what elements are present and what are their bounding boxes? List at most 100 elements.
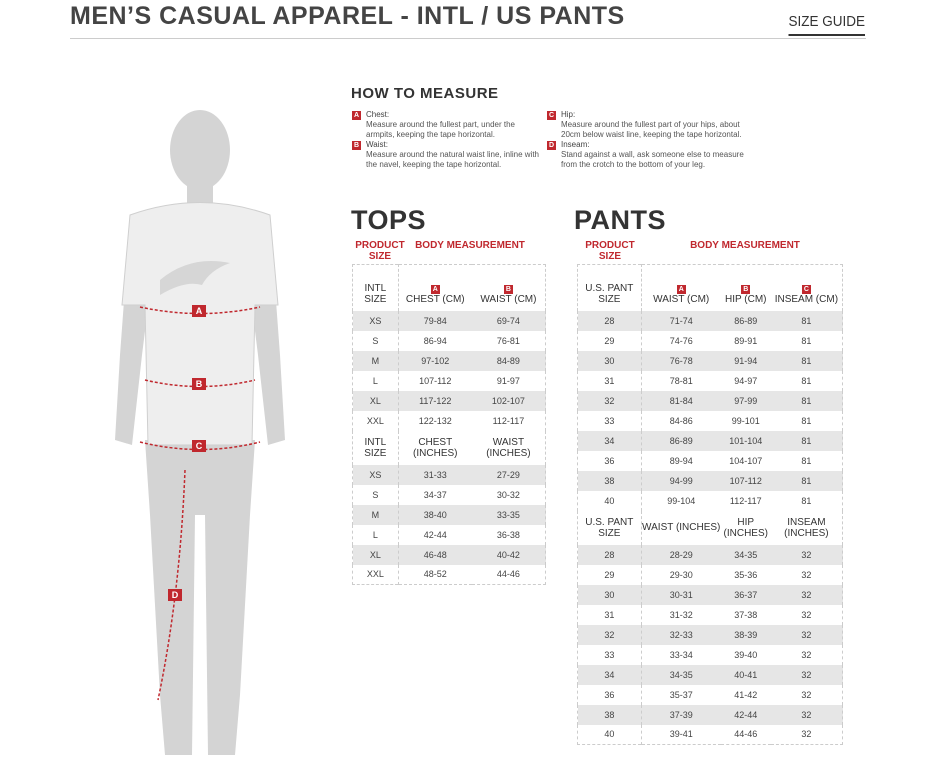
- table-cell: 89-91: [734, 335, 758, 346]
- table-cell: 81: [770, 390, 843, 411]
- table-cell: S: [352, 330, 399, 351]
- size-guide-label: SIZE GUIDE: [788, 13, 865, 36]
- table-cell: 33-34: [669, 649, 693, 660]
- table-cell: 32: [770, 704, 843, 725]
- table-row: 36 89-94 104-107 81: [577, 450, 843, 471]
- how-to-measure-title: HOW TO MEASURE: [351, 85, 499, 102]
- table-cell: 32: [801, 569, 812, 580]
- table-cell: 81: [801, 335, 812, 346]
- table-cell: 89-94: [669, 455, 693, 466]
- table-cell: 86-89: [720, 310, 771, 331]
- table-cell: 34: [577, 430, 642, 451]
- table-cell: 31: [577, 370, 642, 391]
- table-cell: 40: [577, 724, 642, 745]
- table-cell: 32: [770, 544, 843, 565]
- table-cell: L: [352, 524, 399, 545]
- column-header: U.S. PANT SIZE: [585, 516, 634, 539]
- table-row: M 38-40 33-35: [352, 504, 546, 525]
- table-cell: 81: [801, 415, 812, 426]
- table-cell: 86-94: [423, 335, 447, 346]
- column-header: HIP (INCHES): [723, 516, 768, 539]
- table-cell: M: [352, 504, 399, 525]
- table-cell: 32: [801, 609, 812, 620]
- table-row: 33 33-34 39-40 32: [577, 644, 843, 665]
- table-cell: 34-35: [720, 544, 771, 565]
- table-cell: 81: [801, 455, 812, 466]
- table-cell: 99-101: [731, 415, 760, 426]
- figure-label-b: B: [196, 379, 203, 389]
- table-cell: 107-112: [419, 375, 452, 386]
- table-cell: XS: [352, 464, 399, 485]
- table-cell: 39-40: [734, 649, 758, 660]
- table-cell: 28-29: [641, 544, 721, 565]
- column-header: WAIST (INCHES): [642, 522, 721, 533]
- badge-b: B: [352, 140, 361, 150]
- table-cell: 36-38: [496, 529, 520, 540]
- pants-product-size: PRODUCT SIZE: [585, 240, 635, 262]
- table-cell: 42-44: [720, 704, 771, 725]
- table-cell: 30: [577, 584, 642, 605]
- table-cell: 38-39: [720, 624, 771, 645]
- header-row: INTL SIZE CHEST (INCHES) WAIST (INCHES): [352, 430, 546, 465]
- tops-title: TOPS: [351, 205, 427, 235]
- table-cell: 69-74: [471, 310, 546, 331]
- table-row: 30 30-31 36-37 32: [577, 584, 843, 605]
- table-cell: 84-86: [669, 415, 693, 426]
- figure-label-a: A: [196, 306, 203, 316]
- figure-label-c: C: [196, 441, 203, 451]
- measure-label: Chest:: [366, 110, 390, 119]
- table-cell: 44-46: [734, 729, 758, 740]
- table-cell: 112-117: [492, 415, 525, 426]
- table-row: XXL 48-52 44-46: [352, 564, 546, 585]
- column-header: INSEAM (INCHES): [784, 516, 829, 539]
- table-cell: 81: [770, 310, 843, 331]
- table-row: XXL 122-132 112-117: [352, 410, 546, 431]
- table-cell: XXL: [352, 410, 399, 431]
- table-cell: 36: [577, 450, 642, 471]
- measure-desc: Measure around the natural waist line, i…: [366, 150, 539, 169]
- table-row: 36 35-37 41-42 32: [577, 684, 843, 705]
- badge: B: [741, 284, 751, 294]
- table-cell: 28: [577, 544, 642, 565]
- table-row: 28 28-29 34-35 32: [577, 544, 843, 565]
- table-cell: S: [352, 484, 399, 505]
- table-row: 40 39-41 44-46 32: [577, 724, 843, 745]
- table-row: L 42-44 36-38: [352, 524, 546, 545]
- table-row: S 86-94 76-81: [352, 330, 546, 351]
- table-cell: 91-97: [496, 375, 520, 386]
- table-cell: 32: [801, 689, 812, 700]
- table-row: XL 46-48 40-42: [352, 544, 546, 565]
- table-row: 31 31-32 37-38 32: [577, 604, 843, 625]
- tops-body-measurement: BODY MEASUREMENT: [415, 240, 525, 251]
- measure-desc: Stand against a wall, ask someone else t…: [561, 150, 744, 169]
- divider: [70, 38, 866, 39]
- table-row: 38 94-99 107-112 81: [577, 470, 843, 491]
- table-cell: XL: [352, 390, 399, 411]
- table-cell: 38: [577, 470, 642, 491]
- table-row: 29 74-76 89-91 81: [577, 330, 843, 351]
- measure-desc: Measure around the fullest part, under t…: [366, 120, 515, 139]
- measure-label: Hip:: [561, 110, 576, 119]
- tops-product-size: PRODUCT SIZE: [355, 240, 405, 262]
- measure-label: Waist:: [366, 140, 388, 149]
- table-cell: 81: [801, 495, 812, 506]
- table-cell: 30-32: [496, 489, 520, 500]
- page-title: MEN’S CASUAL APPAREL - INTL / US PANTS: [70, 2, 625, 30]
- table-cell: 32: [770, 624, 843, 645]
- table-cell: 36: [577, 684, 642, 705]
- table-row: 32 32-33 38-39 32: [577, 624, 843, 645]
- table-cell: 41-42: [734, 689, 758, 700]
- column-header: CHEST (INCHES): [413, 436, 458, 459]
- table-row: XL 117-122 102-107: [352, 390, 546, 411]
- badge-c: C: [547, 110, 556, 120]
- table-cell: M: [352, 350, 399, 371]
- table-cell: 32: [577, 624, 642, 645]
- column-header: HIP (CM): [725, 293, 767, 305]
- table-row: 28 71-74 86-89 81: [577, 310, 843, 331]
- table-cell: 36-37: [720, 584, 771, 605]
- table-cell: 112-117: [729, 495, 762, 506]
- table-cell: 81: [801, 375, 812, 386]
- table-cell: 71-74: [641, 310, 721, 331]
- table-cell: 32: [770, 664, 843, 685]
- table-cell: 31-32: [669, 609, 693, 620]
